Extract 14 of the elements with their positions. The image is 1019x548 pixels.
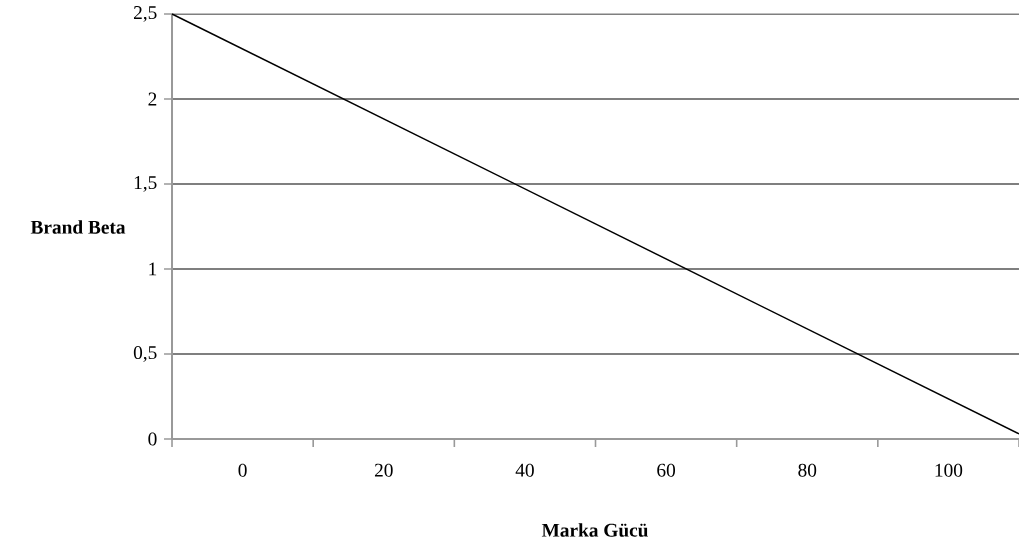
x-axis-title: Marka Gücü [541,523,648,537]
x-tick-label: 60 [657,463,676,477]
x-tick-label: 80 [798,463,817,477]
y-tick-label: 1,5 [134,176,157,192]
y-tick-label: 2,5 [133,6,157,22]
x-tick-label: 40 [515,463,534,477]
y-tick-label: 0 [148,432,157,446]
x-tick-label: 0 [238,463,247,477]
x-tick-label: 20 [374,463,393,477]
y-tick-label: 1 [149,262,157,276]
y-tick-label: 2 [148,92,157,106]
y-axis-title: Brand Beta [30,220,126,234]
x-tick-label: 100 [935,463,963,477]
y-tick-label: 0,5 [133,346,157,362]
